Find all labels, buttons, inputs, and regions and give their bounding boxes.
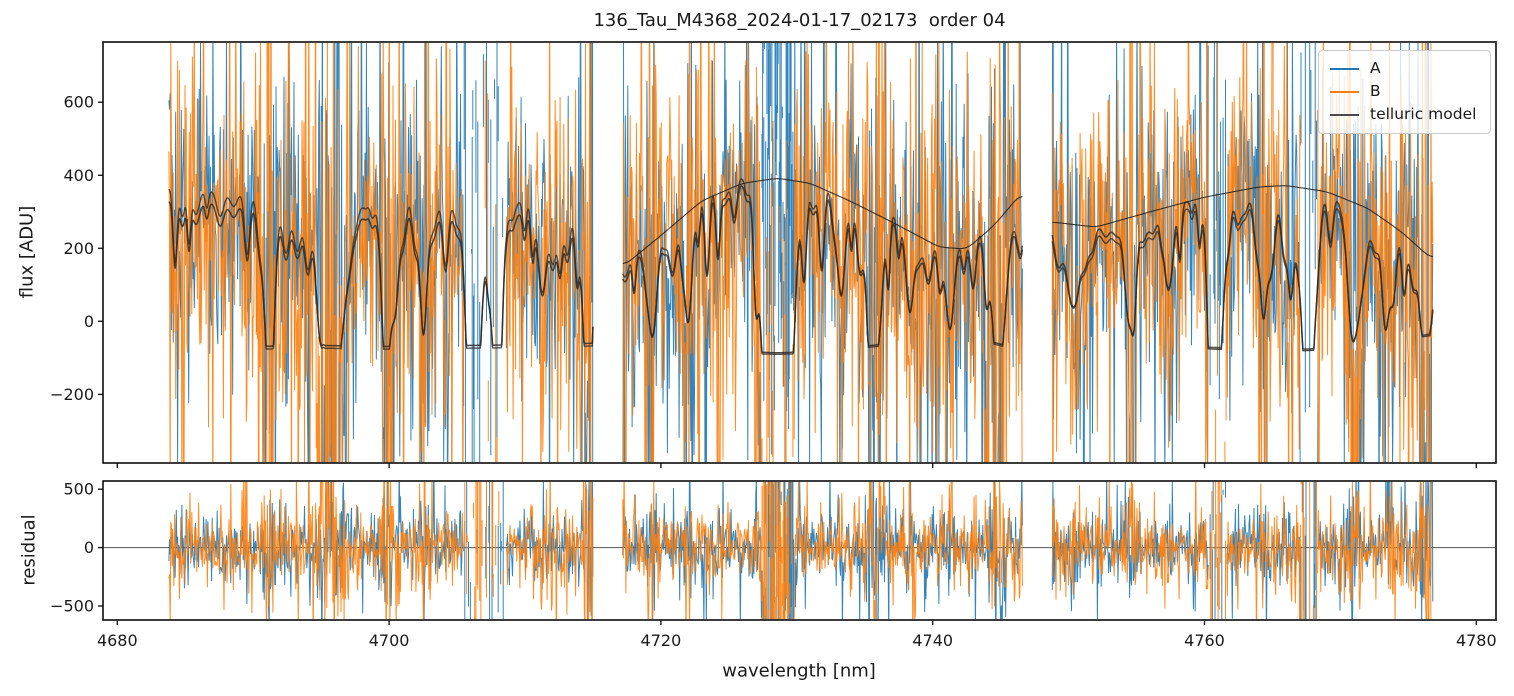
legend-item-b: B xyxy=(1330,81,1479,103)
telluric-model-b-path xyxy=(1051,208,1434,350)
wavelength-tick-label: 4680 xyxy=(97,631,138,650)
flux-tick-label: 600 xyxy=(63,93,94,112)
wavelength-tick-label: 4740 xyxy=(912,631,953,650)
legend-line-telluric-icon xyxy=(1330,114,1359,116)
residual-axis-label: residual xyxy=(18,514,40,586)
residual-tick-label: 0 xyxy=(84,538,94,557)
flux-tick-label: 400 xyxy=(63,166,94,185)
legend-label-telluric: telluric model xyxy=(1370,105,1477,124)
wavelength-tick-label: 4720 xyxy=(641,631,682,650)
legend-line-b-icon xyxy=(1330,91,1359,93)
telluric-model-a-path xyxy=(622,185,1024,354)
panel-border xyxy=(102,41,1497,464)
telluric-model-a-path xyxy=(1051,201,1434,352)
flux-panel-data xyxy=(168,42,1434,463)
flux-tick-label: −200 xyxy=(50,385,94,404)
legend-item-telluric: telluric model xyxy=(1330,104,1479,126)
continuum-path xyxy=(622,178,1023,265)
x-axis-label: wavelength [nm] xyxy=(722,660,876,682)
axes: −200 0 200 400 600 −500 0 500 4680 4700 4720 4740 47… xyxy=(50,41,1497,650)
residual-tick-label: −500 xyxy=(50,597,94,616)
legend: A B telluric model xyxy=(1318,50,1491,134)
legend-item-a: A xyxy=(1330,58,1479,80)
legend-label-b: B xyxy=(1370,82,1381,101)
wavelength-tick-label: 4780 xyxy=(1456,631,1497,650)
flux-tick-label: 0 xyxy=(84,312,94,331)
residual-tick-label: 500 xyxy=(63,480,94,499)
flux-axis-label: flux [ADU] xyxy=(16,205,38,299)
legend-label-a: A xyxy=(1370,59,1381,78)
panel-border xyxy=(102,480,1497,621)
telluric-model-a-path xyxy=(168,201,594,348)
series-b-flux-path xyxy=(168,42,1434,463)
plot-title: 136_Tau_M4368_2024-01-17_02173 order 04 xyxy=(593,10,1006,31)
series-b-residual-path xyxy=(168,481,1432,620)
wavelength-tick-label: 4760 xyxy=(1184,631,1225,650)
wavelength-tick-label: 4700 xyxy=(369,631,410,650)
flux-tick-label: 200 xyxy=(63,239,94,258)
legend-line-a-icon xyxy=(1330,68,1359,70)
residual-panel-data xyxy=(103,481,1496,620)
continuum-path xyxy=(1052,185,1433,258)
